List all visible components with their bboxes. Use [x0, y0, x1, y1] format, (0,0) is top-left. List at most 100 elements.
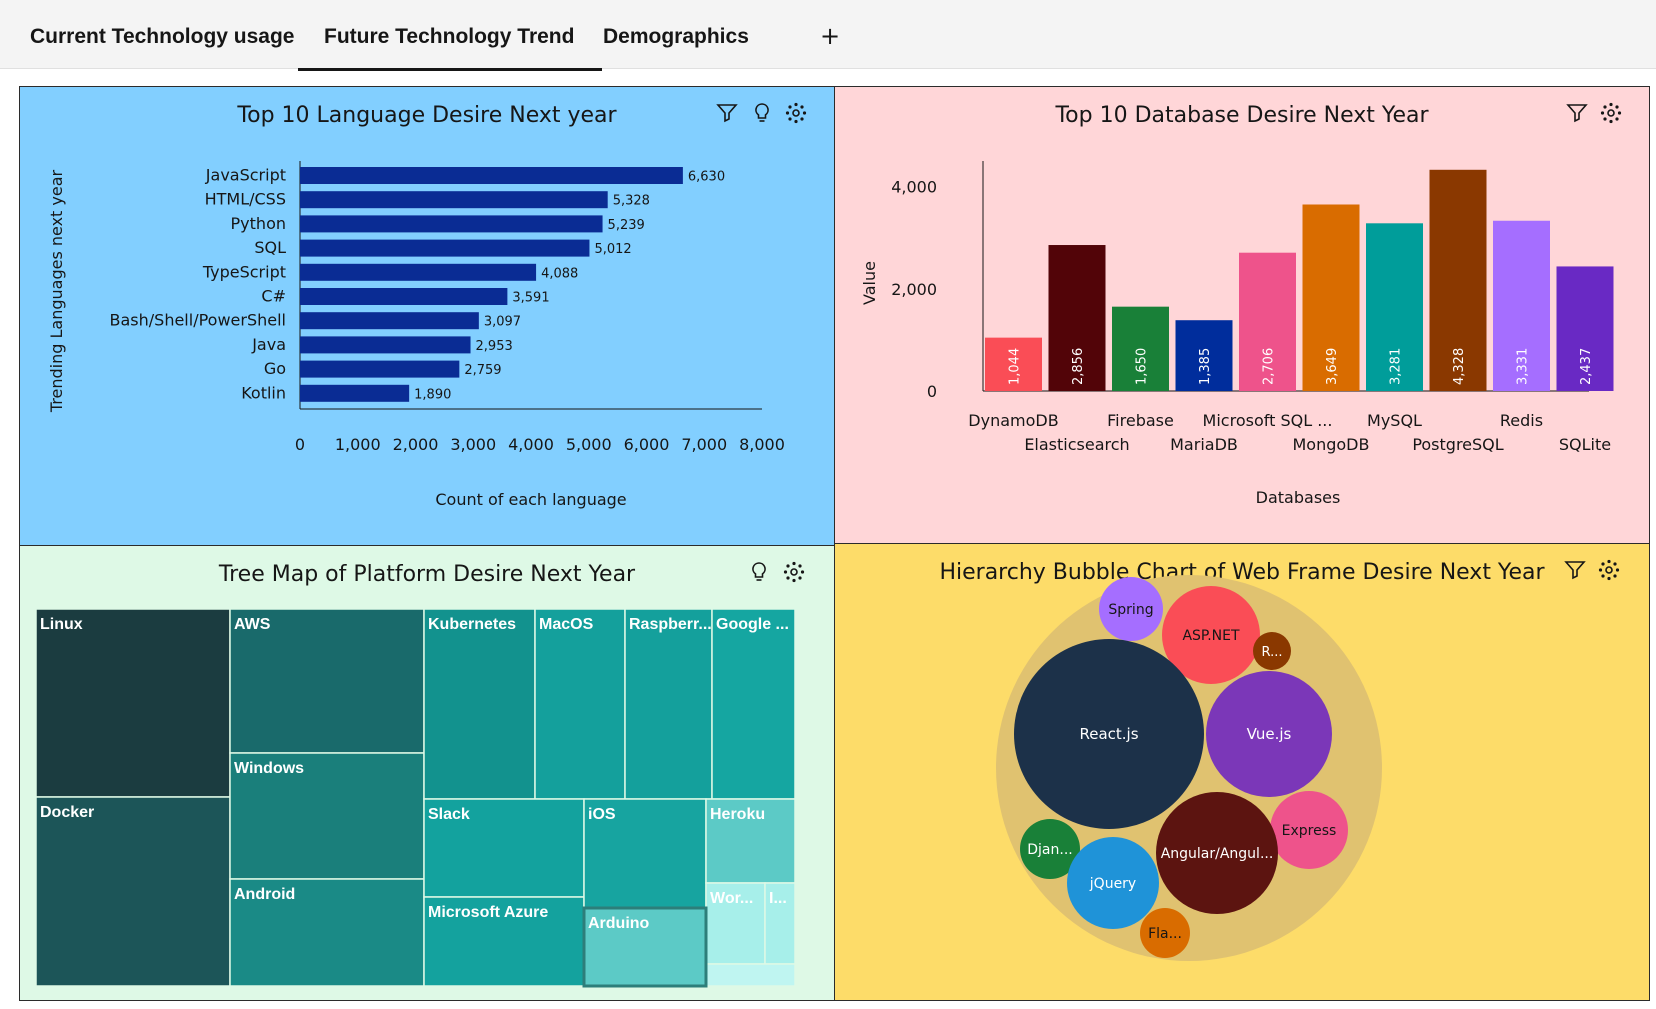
- settings-icon[interactable]: [782, 560, 808, 586]
- y-tick-label: 0: [927, 382, 937, 401]
- data-label: 1,044: [1008, 348, 1023, 385]
- bar: [300, 191, 608, 209]
- category-label: PostgreSQL: [1412, 435, 1503, 454]
- treemap-label: Docker: [40, 804, 94, 821]
- y-axis-title: Trending Languages next year: [47, 169, 66, 413]
- data-label: 5,239: [608, 218, 645, 233]
- bar: [1302, 204, 1360, 391]
- treemap-cell: [764, 882, 796, 965]
- bar: [1429, 169, 1487, 391]
- bar: [300, 288, 508, 305]
- data-label: 5,328: [613, 194, 650, 209]
- bubble-label: R...: [1262, 645, 1283, 660]
- data-label: 6,630: [688, 170, 725, 185]
- data-label: 2,706: [1262, 348, 1277, 385]
- bubble: [1067, 837, 1159, 929]
- bar: [300, 215, 603, 233]
- treemap-cell: [229, 608, 425, 754]
- bar: [300, 360, 460, 378]
- category-label: MariaDB: [1170, 435, 1238, 454]
- data-label: 4,088: [541, 266, 578, 281]
- x-axis-title: Databases: [1256, 488, 1341, 507]
- data-label: 2,759: [464, 363, 501, 378]
- data-label: 4,328: [1452, 348, 1467, 385]
- category-label: Redis: [1500, 411, 1543, 430]
- treemap-cell: [583, 798, 707, 909]
- category-label: Go: [264, 359, 286, 378]
- data-label: 3,097: [484, 315, 521, 330]
- data-label: 1,890: [414, 387, 451, 402]
- filter-icon[interactable]: [1563, 558, 1589, 584]
- language-chart-panel: Top 10 Language Desire Next year JavaScr…: [19, 86, 835, 546]
- settings-icon[interactable]: [1599, 101, 1625, 127]
- settings-icon[interactable]: [784, 101, 810, 127]
- bubble-label: Angular/Angul...: [1161, 846, 1274, 862]
- database-chart-panel: Top 10 Database Desire Next Year 0 2,000 4…: [834, 86, 1650, 546]
- category-label: C#: [261, 287, 286, 306]
- data-label: 1,650: [1135, 348, 1150, 385]
- data-label: 2,953: [476, 339, 513, 354]
- bar: [300, 263, 537, 281]
- treemap-label: AWS: [234, 616, 271, 633]
- y-tick-label: 4,000: [891, 178, 937, 197]
- bubble: [1140, 908, 1190, 958]
- category-label: Bash/Shell/PowerShell: [110, 311, 286, 330]
- settings-icon[interactable]: [1597, 558, 1623, 584]
- category-label: Python: [231, 214, 286, 233]
- category-label: HTML/CSS: [205, 190, 286, 209]
- category-label: MongoDB: [1293, 435, 1370, 454]
- treemap-label: Linux: [40, 616, 83, 633]
- treemap-label: Microsoft Azure: [428, 904, 548, 921]
- treemap-label: Kubernetes: [428, 616, 516, 633]
- treemap-label: Raspberr...: [629, 616, 712, 633]
- y-tick-label: 2,000: [891, 280, 937, 299]
- category-label: DynamoDB: [968, 411, 1058, 430]
- data-label: 5,012: [594, 242, 631, 257]
- bar: [1175, 320, 1233, 391]
- treemap-label: Wor...: [710, 890, 753, 907]
- bubble-label: Spring: [1108, 602, 1153, 618]
- treemap-label: iOS: [588, 806, 616, 823]
- bar: [1493, 220, 1550, 391]
- bubble: [1162, 586, 1260, 684]
- data-label: 2,437: [1579, 348, 1594, 385]
- bubble-label: Djan...: [1027, 842, 1072, 858]
- treemap-cell: [705, 882, 766, 965]
- data-label: 3,591: [512, 291, 549, 306]
- language-bar-chart: JavaScript 6,630 HTML/CSS 5,328 Python 5,239 S…: [47, 161, 785, 509]
- category-label: Kotlin: [241, 383, 286, 402]
- lightbulb-icon[interactable]: [750, 101, 776, 127]
- treemap-cell: [711, 608, 796, 800]
- add-tab-button[interactable]: +: [820, 22, 841, 50]
- x-axis-title: Count of each language: [435, 490, 626, 509]
- lightbulb-icon[interactable]: [747, 560, 773, 586]
- bubble: [1014, 639, 1204, 829]
- x-tick-label: 7,000: [681, 435, 727, 454]
- category-label: MySQL: [1367, 411, 1422, 430]
- tab-future-technology-trend[interactable]: Future Technology Trend: [298, 20, 602, 71]
- bubble: [1020, 819, 1080, 879]
- bubble-label: React.js: [1079, 725, 1138, 743]
- filter-icon[interactable]: [1565, 101, 1591, 127]
- bubble: [1270, 791, 1348, 869]
- data-label: 1,385: [1198, 348, 1213, 385]
- platform-treemap-panel: Tree Map of Platform Desire Next Year Li…: [19, 545, 835, 1001]
- tab-demographics[interactable]: Demographics: [603, 25, 749, 48]
- category-label: Microsoft SQL ...: [1203, 411, 1333, 430]
- y-axis-title: Value: [860, 261, 879, 305]
- bar: [300, 336, 471, 354]
- database-bar-chart: 0 2,000 4,000 1,044 DynamoDB 2,856 Elasticsear…: [860, 161, 1614, 507]
- x-tick-label: 1,000: [335, 435, 381, 454]
- webframe-bubble-title: Hierarchy Bubble Chart of Web Frame Desi…: [939, 560, 1545, 585]
- x-tick-label: 6,000: [624, 435, 670, 454]
- database-chart-title: Top 10 Database Desire Next Year: [1055, 103, 1429, 128]
- filter-icon[interactable]: [715, 101, 741, 127]
- x-tick-label: 3,000: [450, 435, 496, 454]
- bar: [300, 312, 479, 330]
- tab-current-technology-usage[interactable]: Current Technology usage: [30, 25, 295, 48]
- bubble-label: Express: [1282, 823, 1337, 839]
- treemap-label: Windows: [234, 760, 304, 777]
- category-label: Java: [251, 335, 286, 354]
- treemap-label: I...: [769, 890, 787, 907]
- bubble: [1099, 577, 1163, 641]
